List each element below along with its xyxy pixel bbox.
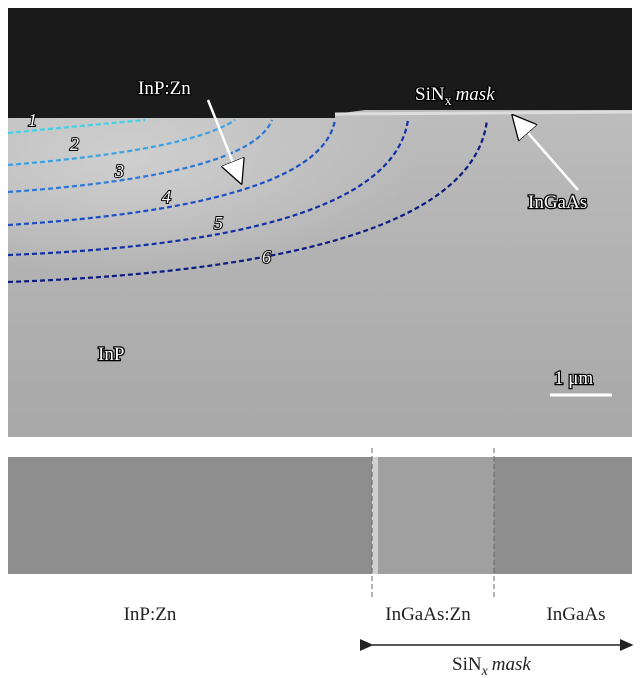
label: InP:Zn: [138, 78, 191, 99]
curve-number: 5: [214, 213, 223, 233]
figure: InP:Zn SiNxmask InGaAs InP 1 μm 1 2 3 4 …: [0, 0, 640, 678]
curve-number: 1: [28, 110, 37, 130]
label: InGaAs: [546, 604, 605, 625]
curve-number: 4: [162, 187, 171, 207]
label: InP:Zn: [124, 604, 177, 625]
sem-strip: [8, 448, 632, 645]
curve-number: 3: [114, 161, 124, 181]
curve-number: 2: [70, 134, 79, 154]
label: InP: [98, 344, 124, 365]
label: InGaAs: [528, 192, 587, 213]
label: InGaAs:Zn: [385, 604, 471, 625]
label: 1 μm: [554, 368, 593, 389]
sem-image: [8, 8, 632, 437]
curve-number: 6: [262, 247, 271, 267]
